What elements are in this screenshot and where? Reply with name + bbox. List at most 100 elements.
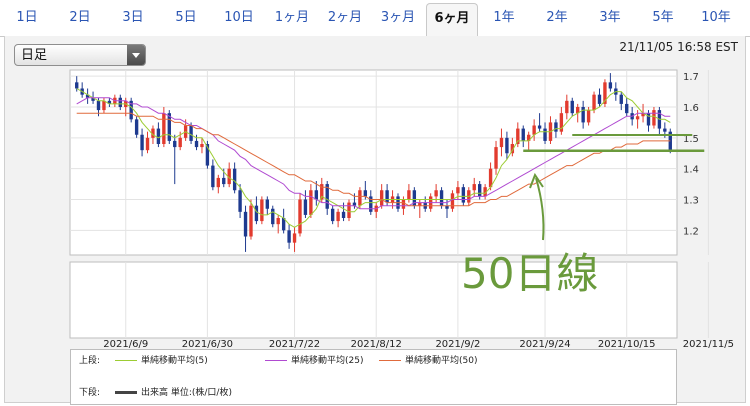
candle-body bbox=[472, 184, 476, 191]
legend-volume: 出来高 単位:(株/口/枚) bbox=[115, 386, 232, 400]
candle-body bbox=[581, 107, 585, 123]
candle-body bbox=[619, 94, 623, 104]
sma25-swatch bbox=[265, 360, 287, 361]
candle-body bbox=[254, 205, 259, 222]
candle-body bbox=[412, 190, 417, 206]
y-tick-label: 1.5 bbox=[683, 134, 699, 145]
candle-body bbox=[646, 113, 651, 126]
legend-sma5: 単純移動平均(5) bbox=[115, 354, 208, 368]
candle-body bbox=[243, 211, 248, 237]
candle-body bbox=[450, 193, 455, 209]
candle-body bbox=[287, 230, 291, 243]
candle-body bbox=[281, 218, 286, 231]
x-tick-label: 2021/6/9 bbox=[103, 339, 148, 350]
candle-body bbox=[156, 128, 161, 144]
candle-body bbox=[129, 100, 133, 120]
tab-13[interactable]: 5年 bbox=[652, 10, 674, 25]
candle-body bbox=[205, 144, 210, 166]
candle-body bbox=[527, 134, 531, 141]
volume-plot-area bbox=[69, 261, 678, 339]
legend-sma50-label: 単純移動平均(50) bbox=[405, 356, 478, 366]
y-tick-label: 1.4 bbox=[683, 165, 699, 176]
candle-body bbox=[118, 97, 122, 107]
sma5-line bbox=[76, 88, 671, 228]
tab-4[interactable]: 5日 bbox=[175, 10, 197, 25]
tab-6[interactable]: 1ヶ月 bbox=[274, 10, 310, 25]
candle-body bbox=[162, 113, 166, 144]
candle-body bbox=[107, 100, 112, 104]
candle-body bbox=[85, 94, 90, 98]
candle-body bbox=[75, 82, 79, 89]
legend-box: 上段: 単純移動平均(5) 単純移動平均(25) 単純移動平均(50) 下段: … bbox=[70, 349, 677, 405]
candle-body bbox=[167, 113, 171, 141]
tab-14[interactable]: 10年 bbox=[701, 10, 731, 25]
candle-body bbox=[347, 202, 351, 218]
last-updated-timestamp: 21/11/05 16:58 EST bbox=[619, 40, 738, 54]
candle-body bbox=[178, 137, 182, 148]
candle-body bbox=[565, 100, 569, 114]
candle-body bbox=[200, 144, 204, 148]
price-plot-area bbox=[69, 69, 678, 256]
candle-body bbox=[461, 187, 466, 203]
candle-body bbox=[379, 190, 384, 206]
candle-body bbox=[635, 116, 640, 120]
y-tick-label: 1.7 bbox=[683, 72, 699, 83]
candle-body bbox=[145, 137, 150, 151]
interval-select[interactable]: 日足 bbox=[14, 44, 146, 66]
candle-body bbox=[477, 184, 482, 197]
candle-body bbox=[586, 110, 591, 123]
tab-10[interactable]: 1年 bbox=[493, 10, 515, 25]
candle-body bbox=[663, 128, 667, 132]
candle-body bbox=[499, 137, 504, 148]
tab-5[interactable]: 10日 bbox=[224, 10, 254, 25]
candle-body bbox=[194, 140, 199, 148]
candle-body bbox=[363, 190, 368, 197]
x-tick-label: 2021/9/2 bbox=[435, 339, 480, 350]
candle-body bbox=[249, 205, 253, 237]
candle-body bbox=[516, 128, 520, 144]
candle-body bbox=[407, 190, 411, 200]
annotation-arrow-shaft bbox=[535, 177, 545, 241]
tab-1[interactable]: 1日 bbox=[16, 10, 38, 25]
x-tick-label: 2021/11/5 bbox=[683, 339, 734, 350]
tab-12[interactable]: 3年 bbox=[599, 10, 621, 25]
candle-body bbox=[358, 190, 362, 206]
candle-body bbox=[456, 187, 460, 194]
candle-body bbox=[189, 125, 193, 141]
candle-body bbox=[434, 190, 438, 197]
tab-3[interactable]: 3日 bbox=[122, 10, 144, 25]
sma5-swatch bbox=[115, 360, 137, 361]
candle-body bbox=[151, 128, 155, 138]
tab-9[interactable]: 6ヶ月 bbox=[426, 3, 478, 37]
candle-body bbox=[227, 168, 231, 185]
sma50-swatch bbox=[379, 360, 401, 361]
x-tick-label: 2021/6/30 bbox=[182, 339, 233, 350]
legend-upper-label: 上段: bbox=[79, 356, 101, 366]
x-tick-label: 2021/7/22 bbox=[269, 339, 320, 350]
chevron-down-icon[interactable] bbox=[127, 45, 145, 65]
candle-body bbox=[134, 119, 139, 135]
candle-body bbox=[641, 113, 645, 117]
candle-body bbox=[298, 199, 302, 234]
tab-7[interactable]: 2ヶ月 bbox=[327, 10, 363, 25]
tab-11[interactable]: 2年 bbox=[546, 10, 568, 25]
x-tick-label: 2021/10/15 bbox=[598, 339, 656, 350]
candle-body bbox=[336, 211, 340, 222]
candle-body bbox=[238, 190, 242, 212]
candle-body bbox=[625, 103, 629, 114]
candle-body bbox=[576, 107, 580, 114]
candle-body bbox=[554, 122, 558, 132]
y-tick-label: 1.3 bbox=[683, 196, 699, 207]
candle-body bbox=[173, 140, 177, 148]
candle-body bbox=[439, 190, 444, 206]
candle-body bbox=[369, 196, 373, 212]
candle-body bbox=[592, 94, 596, 111]
tab-2[interactable]: 2日 bbox=[69, 10, 91, 25]
tab-8[interactable]: 3ヶ月 bbox=[380, 10, 416, 25]
candle-body bbox=[418, 202, 422, 206]
annotation-arrow-head bbox=[529, 172, 544, 189]
candle-body bbox=[260, 199, 264, 222]
candle-body bbox=[140, 134, 144, 151]
legend-sma5-label: 単純移動平均(5) bbox=[141, 356, 208, 366]
